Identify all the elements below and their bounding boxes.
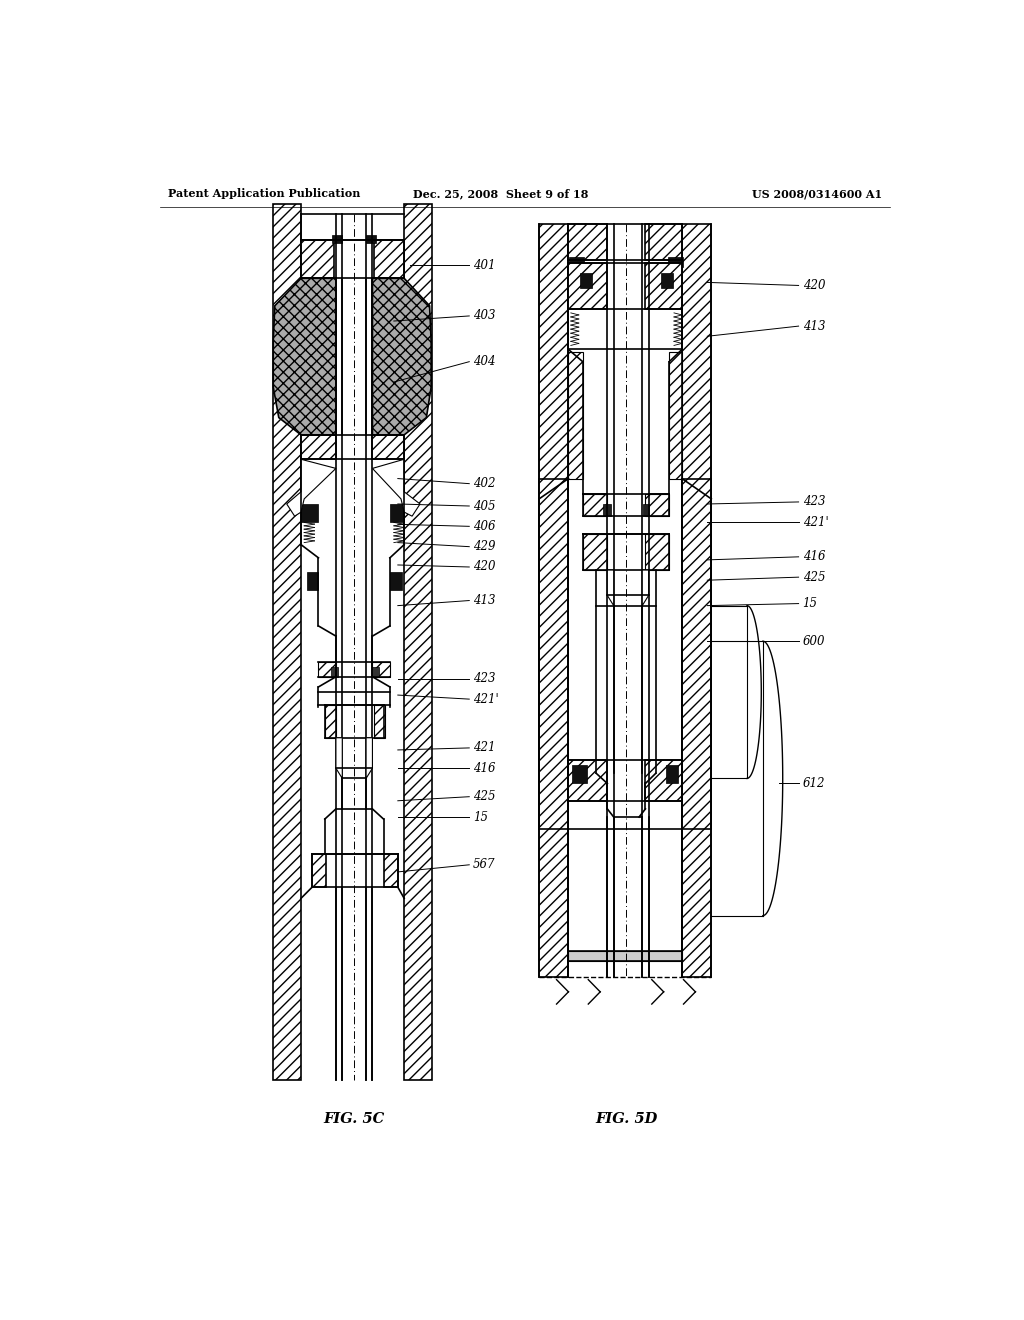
- Text: 420: 420: [803, 279, 825, 292]
- Bar: [273, 205, 301, 1080]
- Bar: [306, 572, 318, 590]
- Bar: [539, 224, 568, 977]
- Text: 421': 421': [803, 516, 828, 529]
- Bar: [539, 479, 568, 829]
- Text: 401: 401: [473, 259, 496, 272]
- Text: FIG. 5C: FIG. 5C: [324, 1111, 385, 1126]
- Bar: [325, 705, 336, 738]
- Bar: [682, 479, 712, 829]
- Bar: [568, 952, 682, 961]
- Text: Patent Application Publication: Patent Application Publication: [168, 189, 360, 199]
- Text: 403: 403: [473, 309, 496, 322]
- Bar: [301, 504, 318, 523]
- Bar: [373, 661, 390, 677]
- Bar: [645, 535, 670, 570]
- Bar: [374, 705, 385, 738]
- Polygon shape: [336, 738, 342, 779]
- Bar: [666, 766, 678, 784]
- Bar: [572, 766, 587, 784]
- Polygon shape: [273, 279, 336, 434]
- Bar: [367, 235, 377, 243]
- Bar: [373, 434, 404, 459]
- Bar: [568, 351, 583, 479]
- Bar: [583, 494, 606, 516]
- Bar: [568, 263, 606, 309]
- Bar: [643, 504, 649, 516]
- Bar: [301, 240, 335, 279]
- Bar: [318, 661, 336, 677]
- Bar: [581, 273, 592, 289]
- Bar: [390, 504, 404, 523]
- Bar: [669, 257, 683, 267]
- Bar: [645, 494, 670, 516]
- Text: 425: 425: [803, 570, 825, 583]
- Text: 404: 404: [473, 355, 496, 368]
- Text: 405: 405: [473, 499, 496, 512]
- Text: 421': 421': [473, 693, 499, 706]
- Bar: [384, 854, 398, 887]
- Bar: [645, 263, 682, 309]
- Text: 416: 416: [803, 550, 825, 564]
- Text: 423: 423: [803, 495, 825, 508]
- Text: Dec. 25, 2008  Sheet 9 of 18: Dec. 25, 2008 Sheet 9 of 18: [414, 189, 589, 199]
- Bar: [645, 760, 682, 801]
- Bar: [569, 257, 584, 267]
- Bar: [312, 854, 327, 887]
- Text: 425: 425: [473, 791, 496, 803]
- Bar: [645, 224, 682, 260]
- Polygon shape: [373, 459, 420, 516]
- Bar: [583, 535, 606, 570]
- Text: 15: 15: [473, 810, 488, 824]
- Text: US 2008/0314600 A1: US 2008/0314600 A1: [752, 189, 882, 199]
- Text: 406: 406: [473, 520, 496, 533]
- Text: 413: 413: [803, 319, 825, 333]
- Polygon shape: [642, 570, 648, 606]
- Text: 421: 421: [473, 742, 496, 755]
- Text: 612: 612: [803, 777, 825, 789]
- Bar: [568, 224, 606, 260]
- Bar: [404, 205, 432, 1080]
- Bar: [301, 434, 336, 459]
- Bar: [602, 504, 610, 516]
- Bar: [390, 572, 401, 590]
- Bar: [662, 273, 673, 289]
- Bar: [331, 667, 338, 677]
- Text: 15: 15: [803, 597, 817, 610]
- Text: 416: 416: [473, 762, 496, 775]
- Bar: [568, 760, 606, 801]
- Polygon shape: [373, 279, 431, 434]
- Bar: [332, 235, 342, 243]
- Text: 413: 413: [473, 594, 496, 607]
- Polygon shape: [607, 570, 613, 606]
- Text: 429: 429: [473, 540, 496, 553]
- Polygon shape: [367, 738, 373, 779]
- Text: 567: 567: [473, 858, 496, 871]
- Text: 402: 402: [473, 477, 496, 490]
- Bar: [374, 240, 404, 279]
- Text: 423: 423: [473, 672, 496, 685]
- Polygon shape: [287, 459, 336, 516]
- Text: FIG. 5D: FIG. 5D: [595, 1111, 657, 1126]
- Bar: [682, 224, 712, 977]
- Text: 420: 420: [473, 561, 496, 573]
- Bar: [670, 351, 682, 479]
- Text: 600: 600: [803, 635, 825, 648]
- Bar: [373, 667, 379, 677]
